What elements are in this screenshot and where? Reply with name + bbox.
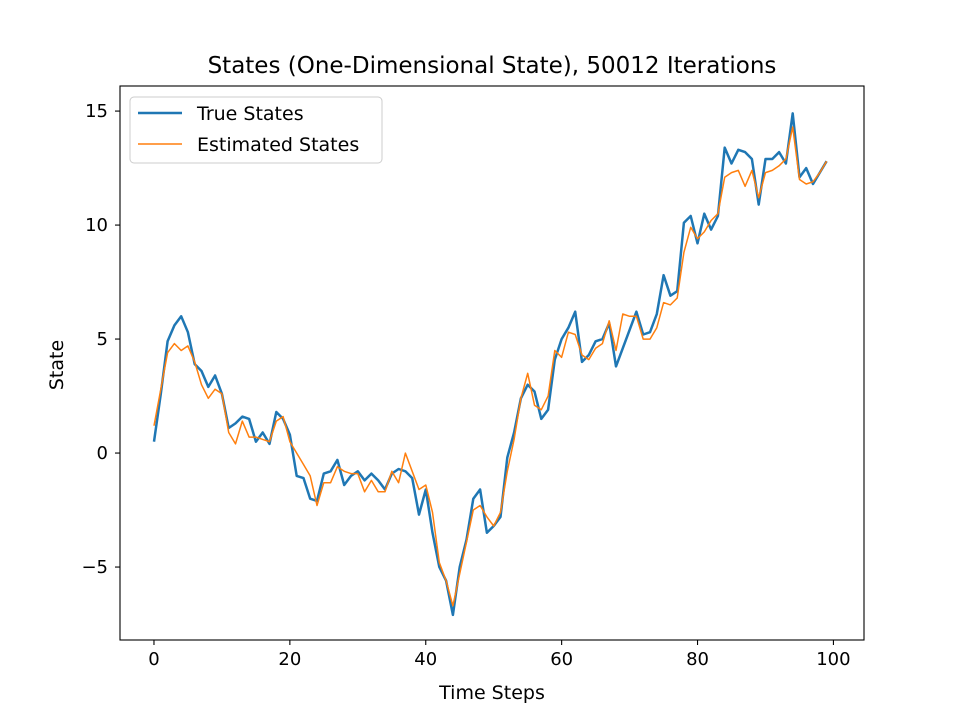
plot-area-frame — [119, 85, 865, 641]
x-tick-label: 20 — [278, 649, 301, 670]
series-line-true-states — [152, 112, 828, 617]
chart-title: States (One-Dimensional State), 50012 It… — [208, 53, 777, 79]
x-tick-label: 80 — [686, 649, 709, 670]
plot-lines — [152, 112, 828, 617]
legend: True States Estimated States — [129, 96, 383, 164]
legend-frame — [129, 96, 383, 164]
y-axis-ticks: −5 0 5 10 15 — [81, 101, 120, 578]
y-tick-label: 0 — [97, 443, 108, 464]
x-tick-label: 40 — [414, 649, 437, 670]
y-axis-label: State — [46, 340, 68, 390]
legend-label-estimated-states: Estimated States — [197, 134, 359, 156]
x-axis-ticks: 0 20 40 60 80 100 — [148, 640, 851, 670]
x-tick-label: 100 — [816, 649, 850, 670]
x-tick-label: 60 — [550, 649, 573, 670]
x-tick-label: 0 — [148, 649, 159, 670]
y-tick-label: 15 — [85, 101, 108, 122]
x-axis-label: Time Steps — [438, 682, 545, 704]
y-tick-label: −5 — [81, 557, 108, 578]
legend-label-true-states: True States — [196, 103, 304, 125]
series-line-estimated-states — [153, 126, 828, 607]
y-tick-label: 10 — [85, 215, 108, 236]
y-tick-label: 5 — [97, 329, 108, 350]
